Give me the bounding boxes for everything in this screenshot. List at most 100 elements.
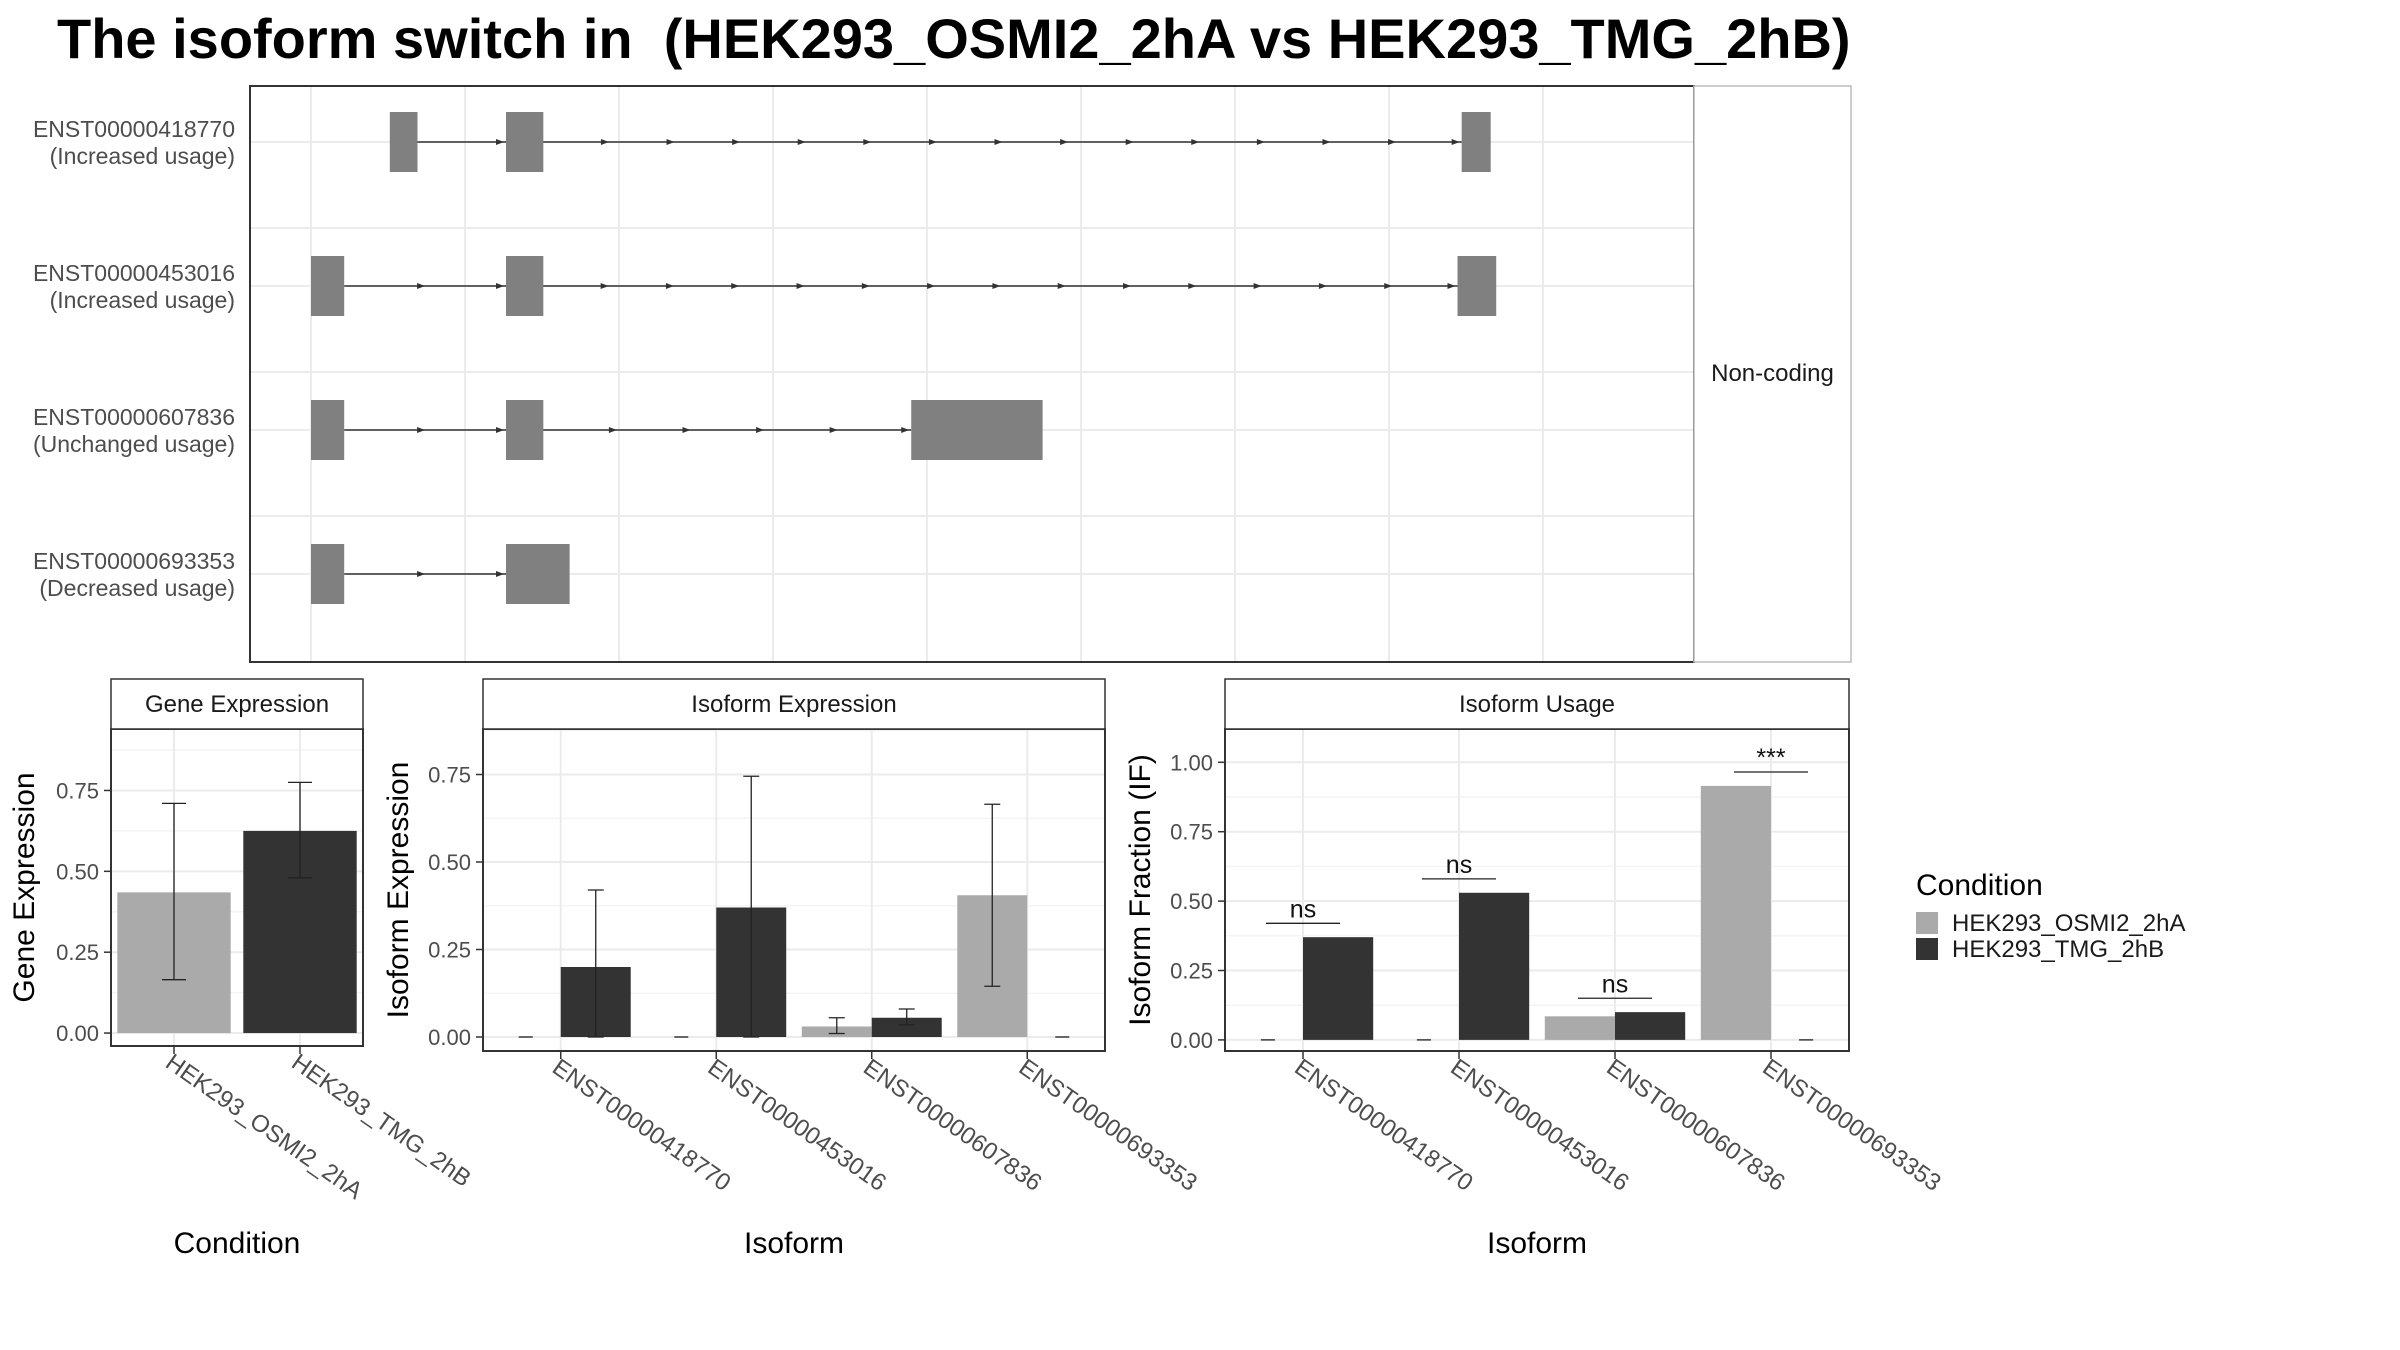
exon-block — [506, 112, 544, 172]
intron-arrow — [1191, 139, 1200, 145]
intron-arrow — [1256, 139, 1265, 145]
exon-block — [389, 112, 418, 172]
transcript-label: ENST00000607836(Unchanged usage) — [33, 404, 235, 457]
exon-block — [1457, 256, 1497, 316]
intron-arrow — [1447, 283, 1456, 289]
bars — [117, 781, 357, 1034]
legend-title: Condition — [1916, 869, 2043, 902]
panel-strip-label: Gene Expression — [145, 691, 329, 718]
intron-arrow — [927, 283, 936, 289]
transcript-id: ENST00000418770 — [33, 116, 235, 142]
intron-arrow — [1318, 283, 1327, 289]
significance-label: ns — [1602, 970, 1628, 998]
y-axis-title: Isoform Expression — [382, 762, 415, 1019]
panel-strip — [482, 678, 1106, 730]
intron-arrow — [863, 139, 872, 145]
intron-arrow — [901, 427, 910, 433]
isoform-usage-panel: 0.00 0.25 0.50 0.75 1.00 ns ns ns *** Isoform Usa… — [1124, 678, 1946, 1260]
x-axis-title: Isoform — [1487, 1227, 1587, 1260]
intron-arrow — [756, 427, 765, 433]
bar-HEK293_OSMI2_2hA-ENST00000607836 — [1544, 1016, 1615, 1040]
intron-arrow — [992, 283, 1001, 289]
y-tick-label: 0.00 — [56, 1021, 99, 1046]
legend-label: HEK293_TMG_2hB — [1952, 936, 2164, 963]
exon-block — [1461, 112, 1491, 172]
exon-block — [311, 400, 345, 460]
y-tick-label: 0.75 — [428, 763, 471, 788]
bar-HEK293_TMG_2hB-ENST00000607836 — [1615, 1012, 1686, 1040]
intron-arrow — [732, 139, 741, 145]
y-tick-label: 0.50 — [428, 850, 471, 875]
intron-arrow — [829, 427, 838, 433]
transcript-usage: (Unchanged usage) — [33, 431, 235, 457]
intron-arrow — [1057, 283, 1066, 289]
intron-arrow — [861, 283, 870, 289]
transcript-id: ENST00000607836 — [33, 404, 235, 430]
figure-title: The isoform switch in (HEK293_OSMI2_2hA … — [57, 7, 1851, 70]
transcript-row: ENST00000607836(Unchanged usage) — [33, 400, 1694, 460]
intron-arrow — [796, 283, 805, 289]
intron-arrow — [1060, 139, 1069, 145]
y-tick-label: 0.25 — [428, 938, 471, 963]
intron-arrow — [665, 283, 674, 289]
transcript-label: ENST00000453016(Increased usage) — [33, 260, 235, 313]
facet-label-noncoding: Non-coding — [1711, 360, 1834, 387]
transcript-panel: ENST00000418770(Increased usage)ENST0000… — [33, 85, 1852, 663]
intron-arrow — [682, 427, 691, 433]
intron-arrow — [1188, 283, 1197, 289]
transcript-id: ENST00000693353 — [33, 548, 235, 574]
intron-arrow — [608, 427, 617, 433]
panel-strip-label: Isoform Expression — [691, 691, 896, 718]
intron-arrow — [496, 139, 505, 145]
intron-arrow — [731, 283, 740, 289]
y-tick-label: 0.25 — [1170, 959, 1213, 984]
intron-arrow — [1322, 139, 1331, 145]
y-tick-label: 0.50 — [56, 859, 99, 884]
intron-arrow — [417, 283, 426, 289]
transcript-label: ENST00000693353(Decreased usage) — [33, 548, 235, 601]
legend-label: HEK293_OSMI2_2hA — [1952, 910, 2185, 937]
significance-label: *** — [1756, 744, 1785, 772]
transcript-usage: (Increased usage) — [50, 287, 235, 313]
y-tick-label: 0.00 — [428, 1025, 471, 1050]
intron-arrow — [1123, 283, 1132, 289]
transcript-row: ENST00000418770(Increased usage) — [33, 112, 1694, 172]
intron-arrow — [797, 139, 806, 145]
y-tick-label: 0.25 — [56, 940, 99, 965]
significance-label: ns — [1446, 851, 1472, 879]
exon-block — [311, 256, 345, 316]
exon-block — [506, 400, 544, 460]
exon-block — [506, 256, 544, 316]
exon-block — [506, 544, 570, 604]
bars — [1260, 785, 1814, 1041]
y-tick-label: 0.00 — [1170, 1028, 1213, 1053]
intron-arrow — [1253, 283, 1262, 289]
intron-arrow — [1451, 139, 1460, 145]
intron-arrow — [666, 139, 675, 145]
transcript-usage: (Increased usage) — [50, 143, 235, 169]
bar-HEK293_OSMI2_2hA-ENST00000693353 — [1700, 785, 1771, 1040]
significance-label: ns — [1290, 895, 1316, 923]
x-axis-title: Condition — [174, 1227, 301, 1260]
bar-HEK293_TMG_2hB-ENST00000453016 — [1459, 892, 1530, 1040]
bar-HEK293_TMG_2hB-ENST00000607836 — [871, 1017, 942, 1037]
exon-block — [311, 544, 345, 604]
y-axis-title: Isoform Fraction (IF) — [1124, 754, 1157, 1026]
transcript-id: ENST00000453016 — [33, 260, 235, 286]
y-tick-label: 1.00 — [1170, 750, 1213, 775]
bar-HEK293_TMG_2hB-ENST00000418770 — [1303, 937, 1374, 1040]
legend-key — [1916, 938, 1938, 960]
y-tick-label: 0.50 — [1170, 889, 1213, 914]
y-tick-label: 0.75 — [1170, 820, 1213, 845]
intron-arrow — [600, 283, 609, 289]
intron-arrow — [1388, 139, 1397, 145]
intron-arrow — [496, 427, 505, 433]
intron-arrow — [1125, 139, 1134, 145]
intron-arrow — [417, 571, 426, 577]
intron-arrow — [994, 139, 1003, 145]
transcript-row: ENST00000453016(Increased usage) — [33, 256, 1694, 316]
transcript-label: ENST00000418770(Increased usage) — [33, 116, 235, 169]
